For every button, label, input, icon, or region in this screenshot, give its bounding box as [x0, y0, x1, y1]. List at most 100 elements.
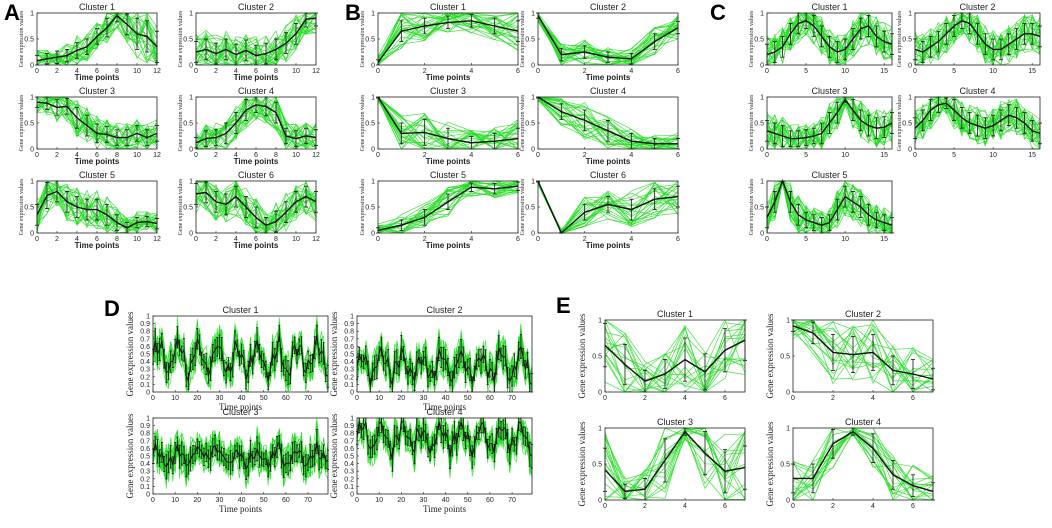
gene-profile-line	[605, 428, 745, 500]
gene-profile-line	[37, 97, 157, 146]
y-tick-label: 0.8	[344, 329, 354, 336]
y-axis-label: Gene expression values	[19, 94, 25, 151]
cluster-subplot: Cluster 2 0 2 4 6 0 0.5 1 Time points Gene expres…	[520, 2, 680, 82]
gene-profile-line	[605, 430, 745, 499]
y-tick-label: 0.5	[754, 121, 764, 128]
y-tick-label: 0.8	[140, 431, 150, 438]
cluster-title: Cluster 4	[590, 86, 626, 96]
gene-profile-line	[605, 428, 745, 500]
gene-profile-line	[915, 13, 1040, 64]
cluster-subplot: Cluster 1 0 2 4 6 8 10 12 0 0.5 1 Time points Gene e…	[19, 2, 161, 82]
mean-line	[793, 430, 934, 493]
x-tick-label: 0	[355, 395, 359, 402]
y-axis-label: Gene expression values	[360, 94, 366, 151]
x-tick-label: 10	[841, 236, 849, 243]
y-tick-label: 0	[531, 147, 535, 154]
y-axis-label: Gene expression values	[749, 10, 755, 67]
x-tick-label: 50	[464, 497, 472, 504]
y-axis-label: Gene expression values	[765, 313, 775, 398]
cluster-subplot: Cluster 4 0 5 10 15 0 0.5 1 Gene expression valu…	[897, 86, 1042, 159]
y-tick-label: 1	[786, 426, 790, 433]
gene-profile-line	[915, 97, 1040, 141]
y-axis-label: Gene expression values	[19, 10, 25, 67]
y-tick-label: 0	[189, 63, 193, 70]
x-axis-label: Time points	[219, 402, 262, 412]
cluster-subplot: Cluster 5 0 2 4 6 0 0.5 1 Time points Gene expres…	[360, 170, 520, 250]
gene-profile-line	[915, 97, 1040, 146]
mean-line	[195, 191, 317, 226]
y-tick-label: 0.5	[525, 37, 535, 44]
y-tick-label: 0	[350, 390, 354, 397]
y-tick-label: 1	[189, 95, 193, 102]
x-tick-label: 70	[508, 395, 516, 402]
y-tick-label: 0	[189, 147, 193, 154]
x-tick-label: 10	[989, 152, 997, 159]
x-tick-label: 15	[1028, 152, 1036, 159]
cluster-title: Cluster 2	[590, 2, 626, 12]
x-tick-label: 15	[880, 152, 888, 159]
y-tick-label: 0.5	[780, 354, 790, 361]
gene-profile-line	[793, 321, 933, 392]
x-tick-label: 20	[193, 395, 201, 402]
y-tick-label: 0	[531, 231, 535, 238]
x-tick-label: 15	[1028, 68, 1036, 75]
gene-profile-line	[605, 334, 745, 392]
y-tick-label: 0.5	[183, 205, 193, 212]
gene-profile-line	[793, 433, 933, 500]
y-axis-label: Gene expression values	[329, 413, 339, 498]
gene-profile-line	[605, 432, 745, 490]
x-tick-label: 50	[260, 395, 268, 402]
y-tick-label: 0.5	[754, 205, 764, 212]
gene-profile-line	[605, 333, 745, 392]
x-tick-label: 6	[95, 152, 99, 159]
x-tick-label: 6	[676, 68, 680, 75]
mean-line	[36, 14, 158, 62]
cluster-title: Cluster 2	[959, 2, 995, 12]
x-tick-label: 5	[804, 236, 808, 243]
y-tick-label: 0.4	[344, 359, 354, 366]
x-tick-label: 0	[35, 152, 39, 159]
y-axis-label: Gene expression values	[897, 94, 903, 151]
cluster-title: Cluster 5	[79, 170, 115, 180]
mean-line	[195, 104, 317, 144]
y-tick-label: 0	[30, 147, 34, 154]
x-tick-label: 4	[234, 236, 238, 243]
gene-profile-line	[915, 16, 1040, 59]
x-tick-label: 4	[683, 503, 687, 510]
y-tick-label: 1	[760, 179, 764, 186]
x-tick-label: 0	[791, 503, 795, 510]
x-tick-label: 4	[683, 395, 687, 402]
y-tick-label: 0.2	[140, 476, 150, 483]
gene-profile-line	[605, 428, 745, 486]
x-tick-label: 8	[115, 152, 119, 159]
mean-line	[914, 102, 1041, 135]
cluster-subplot: Cluster 4 0 10 20 30 40 50 60 70 00.10.20.30.40.5…	[329, 407, 533, 514]
cluster-title: Cluster 4	[845, 417, 881, 427]
y-tick-label: 0.4	[344, 461, 354, 468]
y-tick-label: 0	[760, 63, 764, 70]
panel-letter: D	[104, 296, 120, 321]
x-tick-label: 0	[913, 68, 917, 75]
gene-profile-line	[915, 100, 1040, 138]
y-tick-label: 0.8	[140, 329, 150, 336]
y-axis-label: Gene expression values	[360, 178, 366, 235]
cluster-title: Cluster 3	[222, 407, 258, 417]
y-axis-label: Gene expression values	[125, 311, 135, 396]
y-tick-label: 0	[350, 492, 354, 499]
x-tick-label: 0	[765, 152, 769, 159]
y-axis-label: Gene expression values	[765, 421, 775, 506]
x-tick-label: 4	[469, 68, 473, 75]
y-tick-label: 0	[908, 147, 912, 154]
x-tick-label: 2	[583, 236, 587, 243]
x-tick-label: 2	[214, 152, 218, 159]
x-tick-label: 2	[423, 68, 427, 75]
y-tick-label: 0	[598, 390, 602, 397]
x-tick-label: 60	[486, 497, 494, 504]
x-tick-label: 6	[676, 152, 680, 159]
y-tick-label: 1	[598, 318, 602, 325]
gene-profile-line	[37, 97, 157, 142]
y-axis-label: Gene expression values	[178, 10, 184, 67]
cluster-subplot: Cluster 4 0 2 4 6 0 0.5 1 Gene expression values	[765, 417, 935, 510]
cluster-subplot: Cluster 2 0 2 4 6 8 10 12 0 0.5 1 Time points Gene e…	[178, 2, 320, 82]
